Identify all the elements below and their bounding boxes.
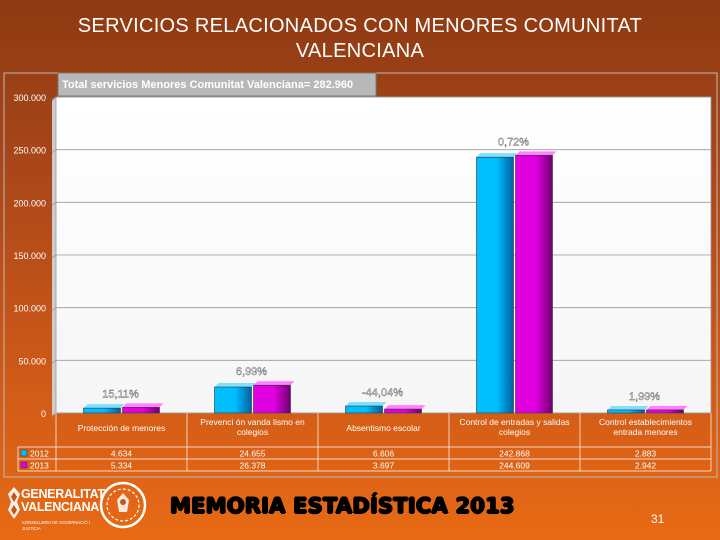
x-category-label: entrada menores xyxy=(613,427,677,437)
data-label: 24.655 xyxy=(240,449,266,459)
bar-top xyxy=(253,381,295,386)
data-label: 6.606 xyxy=(373,449,395,459)
x-category-label: Prevenci ón vanda lismo en xyxy=(200,417,305,427)
y-tick-label: 300.000 xyxy=(13,93,46,103)
data-label: 4.634 xyxy=(111,449,133,459)
data-label: 2.883 xyxy=(635,449,657,459)
y-tick-label: 150.000 xyxy=(13,251,46,261)
page-number: 31 xyxy=(651,512,665,526)
gridline-depth xyxy=(51,202,57,206)
x-category-label: Control de entradas y salidas xyxy=(459,417,569,427)
bar-face xyxy=(515,155,553,414)
bar-2013 xyxy=(253,381,295,414)
generalitat-logo-line2: VALENCIANA xyxy=(21,500,100,514)
y-tick-label: 0 xyxy=(41,409,46,419)
x-category-label: Absentismo escolar xyxy=(346,423,420,433)
bar-2013 xyxy=(515,151,557,414)
bar-face xyxy=(83,407,121,414)
slide-title-line1: SERVICIOS RELACIONADOS CON MENORES COMUN… xyxy=(77,15,643,37)
bar-top xyxy=(214,383,256,388)
gridline-depth xyxy=(51,307,57,311)
seal-icon xyxy=(99,481,147,529)
footer-title: MEMORIA ESTADÍSTICA 2013 xyxy=(170,494,515,518)
bar-top xyxy=(122,403,164,408)
slide-title: SERVICIOS RELACIONADOS CON MENORES COMUN… xyxy=(0,14,720,64)
chart-title: Total servicios Menores Comunitat Valenc… xyxy=(57,72,377,97)
bar-top xyxy=(476,153,518,158)
y-tick-label: 100.000 xyxy=(13,304,46,314)
bar-face xyxy=(646,409,684,414)
conselleria-subtext: CONSELLERIA DE GOVERNACIÓ I JUSTÍCIA xyxy=(22,520,90,531)
services-chart: 0 50.000 100.000 150.000 200.000 250.000 300.0… xyxy=(3,72,718,478)
y-tick-label: 250.000 xyxy=(13,146,46,156)
x-category-label: colegios xyxy=(499,427,530,437)
slide-title-line2: VALENCIANA xyxy=(295,40,425,62)
bar-2012 xyxy=(345,402,387,414)
bar-2013 xyxy=(646,405,688,414)
bar-2012 xyxy=(607,405,649,414)
chart-title-box xyxy=(57,72,377,97)
bar-face xyxy=(253,384,291,414)
data-label: 242.868 xyxy=(499,449,530,459)
gridline-depth xyxy=(51,96,57,101)
data-label: 26.378 xyxy=(240,461,266,471)
data-label: 244.609 xyxy=(499,461,530,471)
bar-2013 xyxy=(384,405,426,414)
legend-label-2013: 2013 xyxy=(30,461,49,471)
legend-label-2012: 2012 xyxy=(30,449,49,459)
generalitat-logo-icon xyxy=(8,487,20,519)
legend-swatch-2013 xyxy=(20,461,28,469)
gridline-depth xyxy=(51,149,57,153)
bar-top xyxy=(515,151,557,156)
x-category-label: Control establecimientos xyxy=(599,417,692,427)
data-table: Protección de menores Prevenci ón vanda l… xyxy=(17,413,712,472)
x-category-label: Protección de menores xyxy=(78,423,165,433)
gridline-depth xyxy=(51,412,57,417)
bar-2013 xyxy=(122,403,164,414)
bar-2012 xyxy=(83,404,125,414)
bar-2012 xyxy=(476,153,518,414)
change-annotation: 1,99% xyxy=(629,391,660,403)
bar-top xyxy=(384,405,426,410)
bar-face xyxy=(607,409,645,414)
bar-top xyxy=(607,405,649,410)
generalitat-logo-line1: GENERALITAT xyxy=(21,487,105,501)
change-annotation: 15,11% xyxy=(102,388,139,400)
legend-swatch-2012 xyxy=(20,449,28,457)
bar-top xyxy=(345,402,387,407)
x-category-label: colegios xyxy=(237,427,268,437)
data-label: 3.697 xyxy=(373,461,395,471)
bar-face xyxy=(345,405,383,414)
bar-face xyxy=(122,407,160,414)
gridline-depth xyxy=(51,254,57,259)
data-label: 5.334 xyxy=(111,461,133,471)
bar-face xyxy=(384,408,422,414)
bar-face xyxy=(214,386,252,414)
y-tick-label: 200.000 xyxy=(13,198,46,208)
change-annotation: 6,99% xyxy=(236,366,267,378)
bar-face xyxy=(476,156,514,414)
generalitat-logo-text: GENERALITAT VALENCIANA xyxy=(21,488,105,514)
y-tick-label: 50.000 xyxy=(18,356,46,366)
change-annotation: -44,04% xyxy=(362,387,403,399)
bar-top xyxy=(646,405,688,410)
data-label: 2.942 xyxy=(635,461,657,471)
change-annotation: 0,72% xyxy=(498,136,529,148)
bar-2012 xyxy=(214,383,256,414)
gridline-depth xyxy=(51,360,57,364)
bar-top xyxy=(83,404,125,409)
chart-title-text: Total servicios Menores Comunitat Valenc… xyxy=(62,79,353,91)
